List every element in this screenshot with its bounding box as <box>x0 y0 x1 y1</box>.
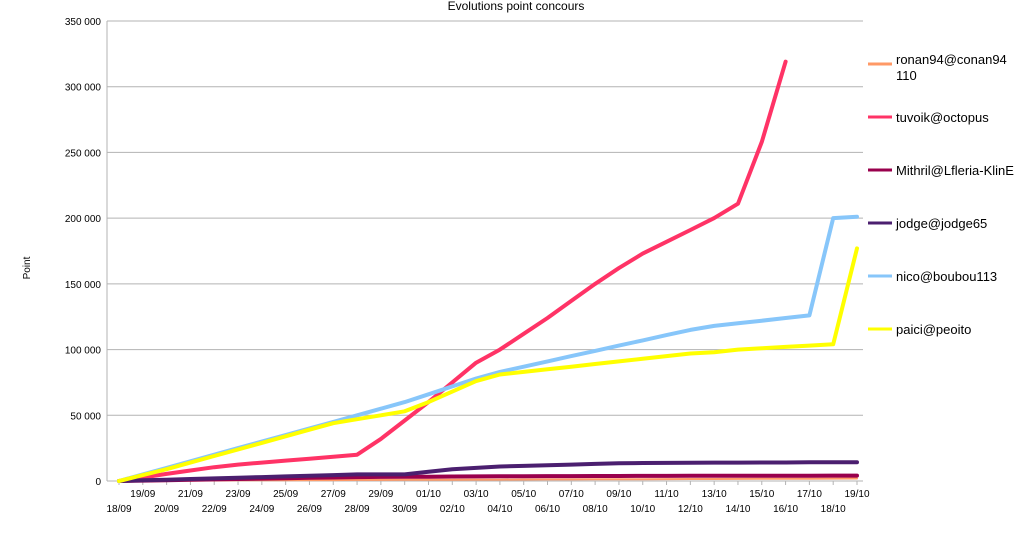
x-tick-label: 21/09 <box>178 489 203 500</box>
x-tick-label: 20/09 <box>154 504 179 515</box>
x-tick-label: 22/09 <box>202 504 227 515</box>
y-tick-label: 0 <box>95 477 101 488</box>
legend-label: Mithril@Lfleria-KlinE <box>896 163 1014 178</box>
y-tick-label: 100 000 <box>65 346 102 357</box>
x-tick-label: 05/10 <box>511 489 536 500</box>
x-tick-label: 16/10 <box>773 504 798 515</box>
x-tick-label: 23/09 <box>226 489 251 500</box>
y-axis-title: Point <box>22 256 33 279</box>
y-tick-label: 150 000 <box>65 280 102 291</box>
x-tick-label: 09/10 <box>606 489 631 500</box>
y-tick-label: 300 000 <box>65 83 102 94</box>
x-axis-ticks: 18/09 19/09 20/09 21/09 22/09 23/09 24/09 25/09… <box>106 481 870 515</box>
x-tick-label: 28/09 <box>345 504 370 515</box>
x-tick-label: 27/09 <box>321 489 346 500</box>
x-tick-label: 14/10 <box>725 504 750 515</box>
x-tick-label: 29/09 <box>368 489 393 500</box>
series-line-4 <box>117 460 859 483</box>
x-tick-label: 17/10 <box>797 489 822 500</box>
x-tick-label: 03/10 <box>464 489 489 500</box>
x-tick-label: 04/10 <box>487 504 512 515</box>
x-tick-label: 06/10 <box>535 504 560 515</box>
legend-label: jodge@jodge65 <box>895 216 987 231</box>
x-tick-label: 24/09 <box>249 504 274 515</box>
x-tick-label: 25/09 <box>273 489 298 500</box>
legend-label: tuvoik@octopus <box>896 110 989 125</box>
x-tick-label: 13/10 <box>702 489 727 500</box>
x-tick-label: 10/10 <box>630 504 655 515</box>
x-tick-label: 18/09 <box>106 504 131 515</box>
x-tick-label: 02/10 <box>440 504 465 515</box>
series-line-6 <box>117 246 859 483</box>
legend-label: nico@boubou113 <box>896 269 997 284</box>
x-tick-label: 15/10 <box>749 489 774 500</box>
x-tick-label: 18/10 <box>821 504 846 515</box>
x-tick-label: 12/10 <box>678 504 703 515</box>
series-line-2 <box>117 59 788 483</box>
x-tick-label: 07/10 <box>559 489 584 500</box>
x-tick-label: 30/09 <box>392 504 417 515</box>
legend-label: ronan94@conan94 110 <box>896 52 1007 83</box>
legend-label: paici@peoito <box>896 322 971 337</box>
x-tick-label: 26/09 <box>297 504 322 515</box>
x-tick-label: 19/09 <box>130 489 155 500</box>
y-axis-ticks: 0 50 000 100 000 150 000 200 000 250 000 300 0… <box>65 17 102 488</box>
y-tick-label: 50 000 <box>70 411 101 422</box>
y-tick-label: 250 000 <box>65 148 102 159</box>
y-tick-label: 350 000 <box>65 17 102 28</box>
x-tick-label: 08/10 <box>583 504 608 515</box>
chart-title: Evolutions point concours <box>448 0 585 13</box>
plot-area <box>107 21 863 481</box>
legend-label-line: ronan94@conan94 <box>896 52 1007 67</box>
x-tick-label: 19/10 <box>844 489 869 500</box>
x-tick-label: 11/10 <box>654 489 679 500</box>
legend-label-line: 110 <box>896 68 917 83</box>
legend: ronan94@conan94 110 tuvoik@octopus Mithril@… <box>868 52 1014 337</box>
y-tick-label: 200 000 <box>65 214 102 225</box>
x-tick-label: 01/10 <box>416 489 441 500</box>
gridlines <box>106 20 863 482</box>
series-lines <box>117 59 859 483</box>
